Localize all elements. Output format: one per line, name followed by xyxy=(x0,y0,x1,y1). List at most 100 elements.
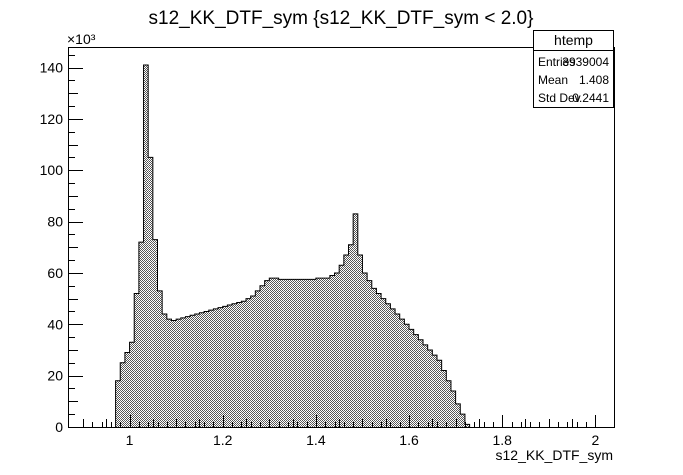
y-tick-label: 40 xyxy=(47,316,63,332)
histogram-bin xyxy=(404,324,410,427)
y-tick-label: 140 xyxy=(40,60,64,76)
histogram-bin xyxy=(399,319,405,427)
histogram-bin xyxy=(390,308,396,427)
histogram-bin xyxy=(348,244,354,427)
histogram-bin xyxy=(436,360,442,427)
histogram-bin xyxy=(166,319,172,427)
stats-entries-value: 3939004 xyxy=(562,55,609,69)
histogram-bin xyxy=(278,279,284,427)
histogram-bin xyxy=(297,279,302,427)
histogram-bin xyxy=(269,278,274,427)
histogram-bin xyxy=(176,319,181,427)
histogram-bin xyxy=(250,296,256,427)
histogram-bin xyxy=(423,344,428,427)
y-tick-label: 100 xyxy=(40,162,64,178)
stats-mean-label: Mean xyxy=(538,73,568,87)
x-tick-label: 1.2 xyxy=(213,432,233,448)
histogram-bin xyxy=(464,424,470,427)
histogram-bin xyxy=(273,278,279,427)
x-tick-label: 1 xyxy=(126,432,134,448)
histogram-bin xyxy=(232,303,237,427)
x-tick-label: 1.6 xyxy=(399,432,419,448)
x-axis-label: s12_KK_DTF_sym xyxy=(496,447,613,463)
histogram-bin xyxy=(213,308,219,427)
histogram-bin xyxy=(199,312,205,427)
histogram-bin xyxy=(259,285,265,427)
histogram-bars xyxy=(115,64,470,428)
histogram-bin xyxy=(450,391,456,427)
histogram-bin xyxy=(208,310,214,427)
plot-frame xyxy=(68,47,615,428)
histogram-bin xyxy=(143,64,149,428)
histogram-bin xyxy=(446,380,451,427)
y-tick-label: 80 xyxy=(47,214,63,230)
histogram-bin xyxy=(311,279,316,427)
stats-title: htemp xyxy=(554,32,593,48)
histogram-bin xyxy=(157,290,163,427)
histogram-bin xyxy=(427,349,433,427)
y-axis-ticks: 0 20 40 60 80 100 120 140 xyxy=(40,55,83,435)
histogram-bin xyxy=(413,334,419,427)
histogram-bin xyxy=(218,307,223,427)
histogram-bin xyxy=(315,278,321,427)
histogram-bin xyxy=(264,280,270,427)
y-tick-label: 120 xyxy=(40,111,64,127)
histogram-bin xyxy=(292,279,298,427)
histogram-bin xyxy=(334,272,340,427)
histogram-bin xyxy=(339,265,344,427)
stats-entries-label: Entries xyxy=(538,55,575,69)
x-tick-label: 1.4 xyxy=(306,432,326,448)
histogram-outline xyxy=(115,64,471,427)
histogram-bin xyxy=(320,278,326,427)
stats-box: htemp Entries 3939004 Mean 1.408 Std Dev… xyxy=(533,30,614,108)
y-tick-label: 0 xyxy=(55,419,63,435)
histogram-bin xyxy=(395,314,400,427)
x-axis-ticks: 1 1.2 1.4 1.6 1.8 2 xyxy=(83,415,599,448)
histogram-bin xyxy=(283,279,288,427)
histogram-bin xyxy=(138,242,144,427)
histogram-bin xyxy=(134,293,139,427)
histogram-bin xyxy=(301,279,307,427)
histogram-bin xyxy=(329,275,335,427)
histogram-bin xyxy=(353,213,358,427)
histogram-bin xyxy=(418,339,424,427)
histogram-bin xyxy=(129,342,135,427)
histogram-bin xyxy=(236,302,242,427)
stats-stddev-label: Std Dev xyxy=(538,91,581,105)
histogram-bin xyxy=(367,280,372,427)
histogram-bin xyxy=(222,306,228,427)
histogram-bin xyxy=(357,254,363,427)
histogram-bin xyxy=(185,316,191,427)
histogram-bin xyxy=(190,315,195,427)
histogram-bin xyxy=(325,278,330,427)
histogram-bin xyxy=(371,288,377,427)
histogram-bin xyxy=(227,305,233,427)
histogram-bin xyxy=(455,403,461,427)
histogram-bin xyxy=(246,298,251,427)
histogram-bin xyxy=(460,414,465,427)
histogram-bin xyxy=(171,320,177,427)
histogram-bin xyxy=(381,298,386,427)
histogram-bin xyxy=(115,380,121,427)
histogram-bin xyxy=(148,157,153,428)
histogram-bin xyxy=(162,314,167,427)
histogram-bin xyxy=(432,355,437,427)
histogram-bin xyxy=(441,370,447,427)
x-tick-label: 2 xyxy=(591,432,599,448)
stats-mean-value: 1.408 xyxy=(579,73,609,87)
x-tick-label: 1.8 xyxy=(492,432,512,448)
histogram-bin xyxy=(241,301,247,427)
chart-title: s12_KK_DTF_sym {s12_KK_DTF_sym < 2.0} xyxy=(149,8,534,29)
histogram-bin xyxy=(376,293,382,427)
stats-stddev-value: 0.2441 xyxy=(572,91,609,105)
histogram-bin xyxy=(180,317,186,427)
histogram-bin xyxy=(204,311,209,427)
histogram-bin xyxy=(385,303,391,427)
histogram-bin xyxy=(255,290,260,427)
histogram-bin xyxy=(152,239,158,427)
y-tick-label: 20 xyxy=(47,368,63,384)
histogram-bin xyxy=(306,279,312,427)
histogram-bin xyxy=(120,362,125,427)
histogram-bin xyxy=(409,329,414,427)
